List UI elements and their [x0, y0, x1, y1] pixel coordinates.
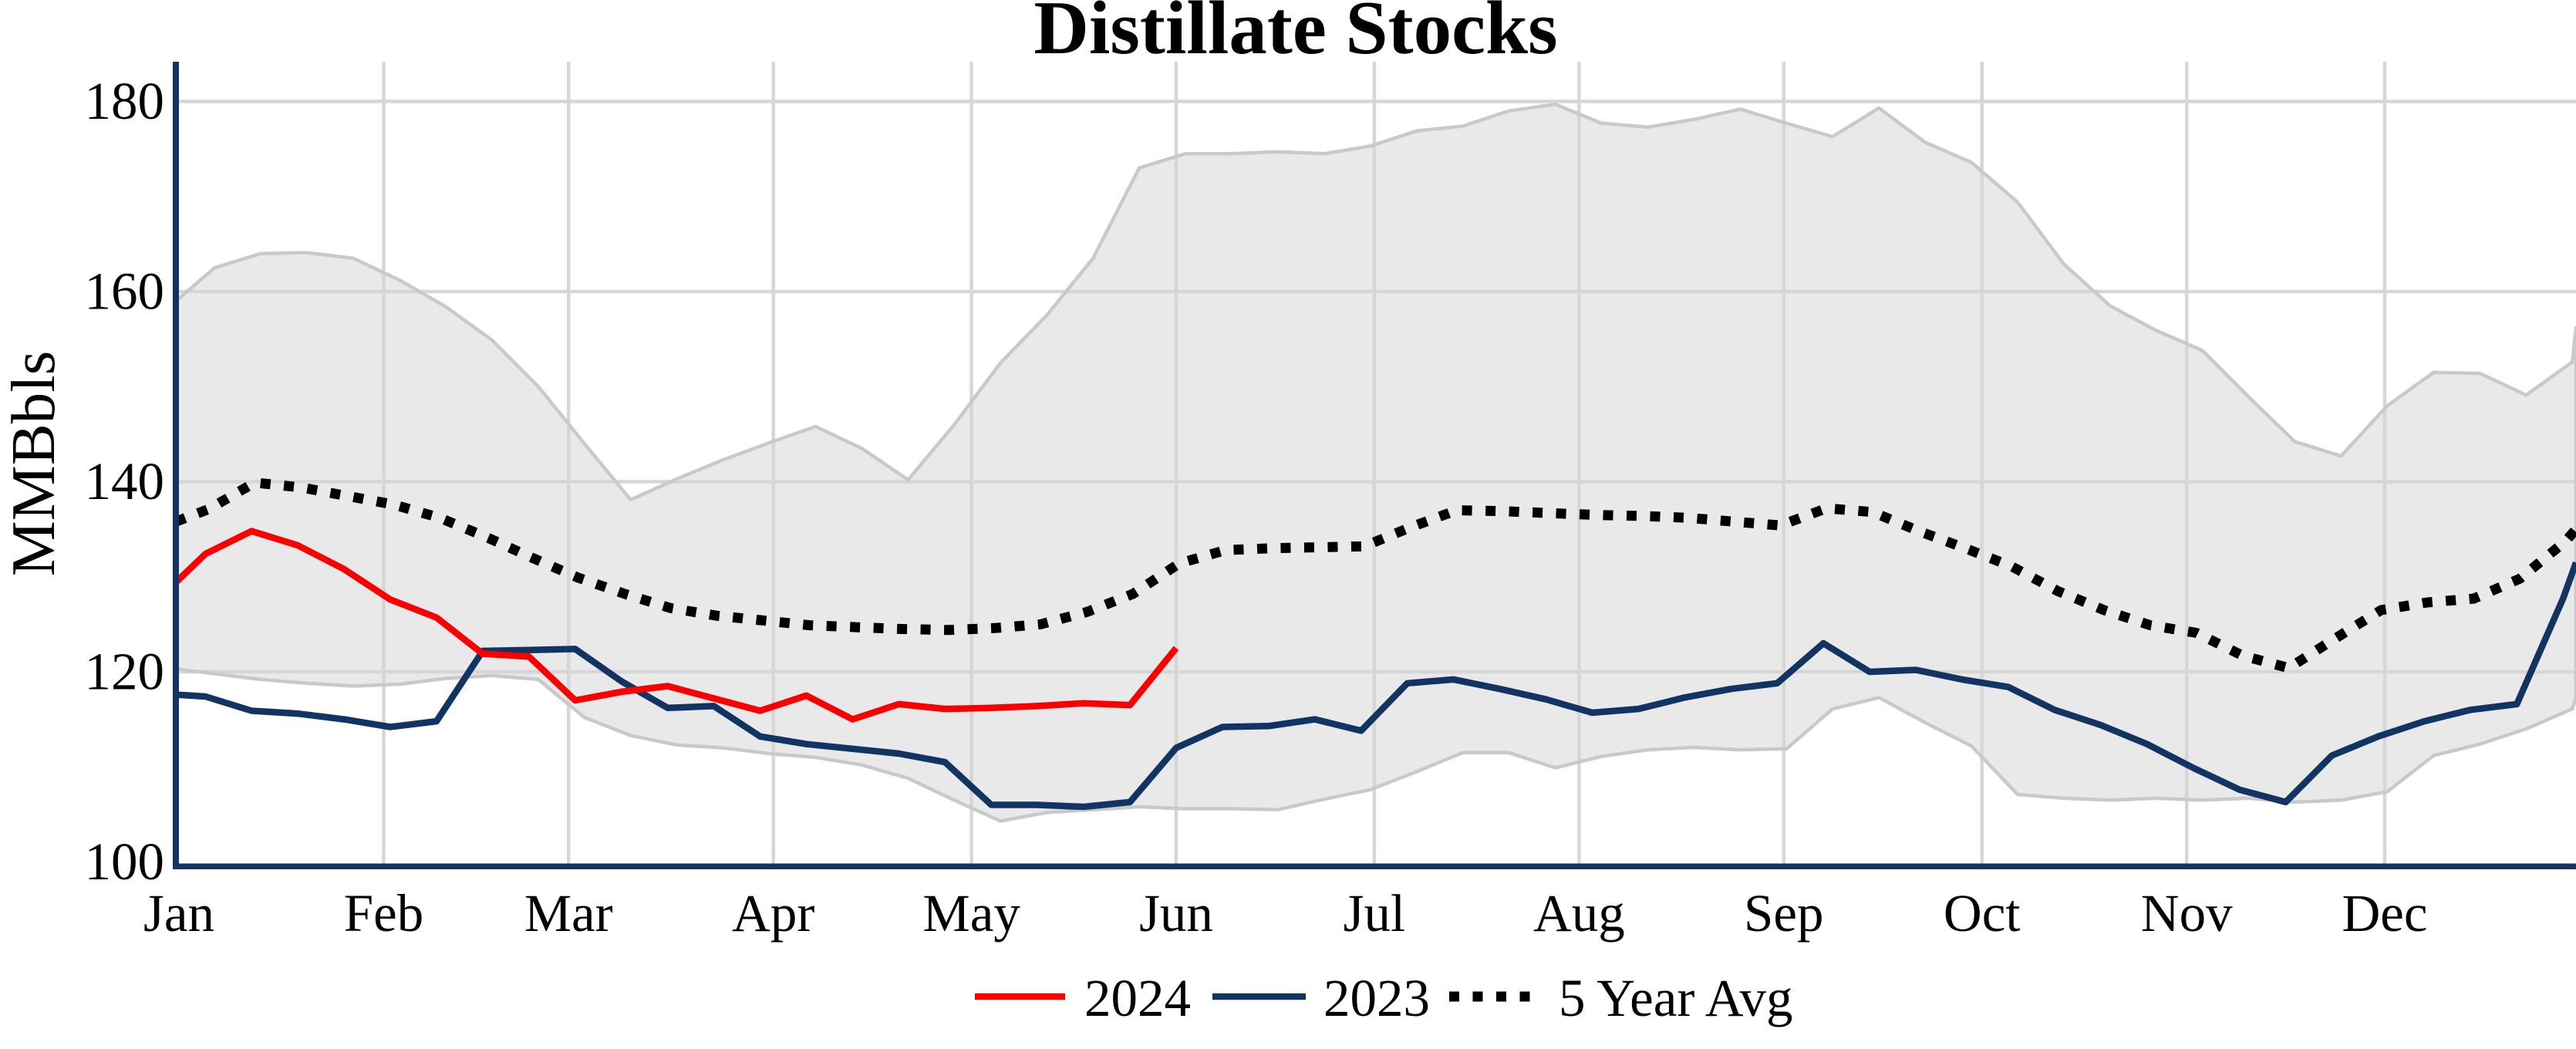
svg-text:2023: 2023 — [1323, 969, 1430, 1027]
svg-text:120: 120 — [85, 643, 165, 701]
svg-text:Feb: Feb — [344, 884, 424, 943]
svg-text:Apr: Apr — [732, 884, 814, 943]
svg-text:100: 100 — [85, 832, 165, 891]
svg-text:Mar: Mar — [524, 884, 613, 943]
svg-text:Aug: Aug — [1533, 884, 1625, 943]
svg-text:2024: 2024 — [1084, 969, 1191, 1027]
svg-text:Jun: Jun — [1139, 884, 1213, 943]
svg-text:5 Year Avg: 5 Year Avg — [1559, 969, 1793, 1027]
svg-text:180: 180 — [85, 72, 165, 130]
svg-text:140: 140 — [85, 452, 165, 511]
svg-text:May: May — [922, 884, 1020, 943]
svg-text:160: 160 — [85, 262, 165, 321]
svg-text:Sep: Sep — [1744, 884, 1824, 943]
svg-text:Oct: Oct — [1944, 884, 2021, 943]
svg-text:Distillate Stocks: Distillate Stocks — [1033, 0, 1557, 70]
svg-text:Jan: Jan — [143, 884, 214, 943]
svg-text:Nov: Nov — [2141, 884, 2233, 943]
svg-text:Jul: Jul — [1344, 884, 1406, 943]
svg-text:Dec: Dec — [2342, 884, 2427, 943]
svg-text:MMBbls: MMBbls — [0, 351, 68, 577]
